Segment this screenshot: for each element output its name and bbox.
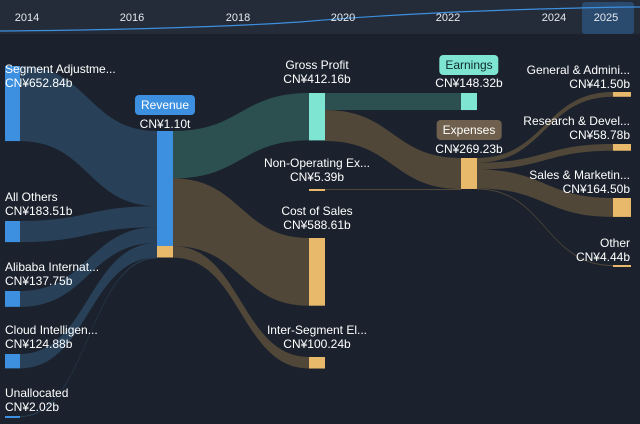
node-bar-nonop[interactable] [309, 189, 325, 191]
node-label-cloud: Cloud Intelligen... CN¥124.88b [5, 323, 98, 351]
earnings-value: CN¥148.32b [435, 76, 503, 90]
node-label-inter-segment: Inter-Segment El... CN¥100.24b [266, 323, 368, 351]
link-expenses-to-ga[interactable] [477, 92, 613, 163]
revenue-pill: Revenue [134, 95, 196, 115]
node-label-cost-of-sales: Cost of Sales CN¥588.61b [281, 204, 353, 232]
sankey-nodes [5, 66, 631, 418]
node-bar-interseg[interactable] [309, 357, 325, 369]
node-label-allothers: All Others CN¥183.51b [5, 190, 73, 218]
node-label-other: Other CN¥4.44b [575, 236, 630, 264]
link-expenses-to-rd[interactable] [477, 144, 613, 170]
node-label-non-operating: Non-Operating Ex... CN¥5.39b [263, 156, 371, 184]
node-bar-revenue-inter-segment-portion [157, 245, 173, 258]
node-bar-segment[interactable] [5, 66, 20, 142]
node-bar-other[interactable] [613, 265, 631, 267]
node-bar-rd[interactable] [613, 144, 631, 151]
link-gross-to-earnings[interactable] [325, 93, 461, 111]
expenses-pill: Expenses [436, 120, 502, 140]
node-bar-ga[interactable] [613, 92, 631, 97]
node-label-unallocated: Unallocated CN¥2.02b [5, 386, 69, 414]
node-bar-sm[interactable] [613, 198, 631, 217]
sankey-links [20, 66, 613, 417]
timeline-year-2014[interactable]: 2014 [14, 12, 40, 24]
node-label-segment: Segment Adjustme... CN¥652.84b [5, 62, 116, 90]
node-bar-expenses[interactable] [461, 158, 477, 189]
node-bar-unalloc[interactable] [5, 416, 20, 418]
timeline-year-2024[interactable]: 2024 [541, 12, 567, 24]
timeline-year-2022[interactable]: 2022 [435, 12, 461, 24]
link-alibaba-to-revenue[interactable] [20, 227, 157, 307]
node-label-general-admin: General & Admini... CN¥41.50b [526, 63, 630, 91]
link-unalloc-to-revenue[interactable] [20, 257, 157, 417]
link-expenses-to-sm[interactable] [477, 169, 613, 217]
timeline-year-2025[interactable]: 2025 [593, 12, 619, 24]
link-revenue-to-gross[interactable] [173, 93, 309, 179]
timeline-year-2016[interactable]: 2016 [119, 12, 145, 24]
link-segment-to-revenue[interactable] [20, 66, 157, 207]
node-bar-revenue[interactable] [157, 131, 173, 258]
node-bar-allothers[interactable] [5, 221, 20, 243]
node-bar-cos[interactable] [309, 238, 325, 306]
earnings-pill: Earnings [439, 55, 499, 75]
link-expenses-to-other[interactable] [477, 188, 613, 266]
expenses-value: CN¥269.23b [435, 142, 503, 156]
node-label-alibaba: Alibaba Internat... CN¥137.75b [5, 260, 100, 288]
link-revenue-to-cos[interactable] [173, 178, 309, 306]
node-bar-gross[interactable] [309, 93, 325, 141]
timeline-trend-line [0, 6, 640, 32]
timeline-year-2018[interactable]: 2018 [225, 12, 251, 24]
revenue-value: CN¥1.10t [139, 117, 191, 131]
link-cloud-to-revenue[interactable] [20, 243, 157, 369]
node-bar-alibaba[interactable] [5, 291, 20, 307]
link-gross-to-expenses[interactable] [325, 110, 461, 189]
node-label-gross-profit: Gross Profit CN¥412.16b [283, 58, 351, 86]
timeline-year-2020[interactable]: 2020 [330, 12, 356, 24]
node-bar-earnings[interactable] [461, 93, 477, 111]
node-label-research-dev: Research & Devel... CN¥58.78b [523, 114, 630, 142]
link-revenue-to-interseg[interactable] [173, 246, 309, 369]
node-label-sales-marketing: Sales & Marketin... CN¥164.50b [529, 168, 630, 196]
link-allothers-to-revenue[interactable] [20, 206, 157, 243]
timeline-bar[interactable]: 2014 2016 2018 2020 2022 2024 2025 [0, 0, 640, 34]
link-nonop-to-expenses[interactable] [325, 188, 461, 190]
node-bar-cloud[interactable] [5, 354, 20, 369]
